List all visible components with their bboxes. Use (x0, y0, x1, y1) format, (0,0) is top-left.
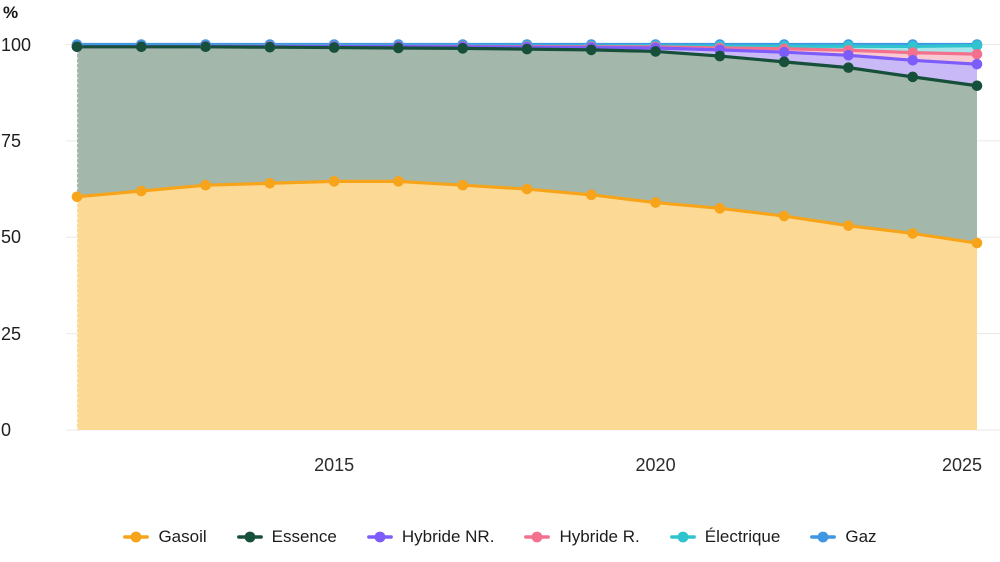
data-point-dot-Gasoil-2017[interactable] (457, 179, 469, 191)
data-point-dot-Électrique-2025[interactable] (971, 40, 983, 51)
data-point-dot-Hybride R.-2024[interactable] (907, 47, 919, 58)
data-point-dot-Gasoil-2013[interactable] (200, 179, 211, 191)
data-point-dot-Essence-2016[interactable] (393, 42, 404, 54)
data-point-dot-Essence-2018[interactable] (521, 43, 533, 55)
data-point-dot-Gasoil-2023[interactable] (843, 220, 854, 231)
legend-marker-icon (810, 531, 837, 543)
data-point-dot-Hybride NR.-2025[interactable] (971, 58, 983, 70)
legend-item-label: Hybride R. (559, 527, 640, 546)
y-tick-label-100: 100 (1, 34, 32, 55)
data-point-dot-Gasoil-2025[interactable] (971, 237, 983, 249)
data-point-dot-Essence-2017[interactable] (457, 43, 469, 54)
x-tick-label-2015: 2015 (314, 455, 355, 475)
legend-item-Électrique[interactable]: Électrique (669, 527, 781, 547)
data-point-dot-Hybride R.-2025[interactable] (971, 48, 983, 60)
data-point-dot-Gasoil-2011[interactable] (71, 191, 83, 203)
data-point-dot-Gasoil-2014[interactable] (264, 177, 276, 189)
legend-marker-icon (669, 531, 696, 543)
y-tick-label-25: 25 (1, 323, 22, 344)
x-tick-label-2025: 2025 (941, 455, 983, 475)
x-tick-label-2020: 2020 (635, 455, 676, 475)
data-point-dot-Essence-2012[interactable] (135, 41, 147, 53)
y-tick-label-50: 50 (1, 227, 22, 248)
data-point-dot-Gasoil-2022[interactable] (778, 210, 790, 222)
legend-item-Essence[interactable]: Essence (236, 527, 337, 547)
data-point-dot-Gasoil-2024[interactable] (907, 228, 919, 239)
data-point-dot-Hybride NR.-2022[interactable] (778, 46, 790, 58)
data-point-dot-Essence-2021[interactable] (714, 50, 726, 62)
series-area-Essence (77, 46, 977, 244)
y-axis-unit-label: % (3, 3, 19, 22)
legend-item-Hybride NR.[interactable]: Hybride NR. (366, 527, 495, 547)
data-point-dot-Hybride NR.-2024[interactable] (907, 55, 919, 66)
series-area-Gasoil (77, 181, 977, 430)
data-point-dot-Essence-2025[interactable] (971, 80, 983, 92)
y-tick-label-75: 75 (1, 130, 22, 151)
data-point-dot-Gasoil-2012[interactable] (135, 185, 147, 197)
data-point-dot-Gasoil-2019[interactable] (585, 189, 597, 201)
legend-item-label: Gasoil (158, 527, 207, 546)
legend-marker-icon (366, 531, 393, 543)
data-point-dot-Gasoil-2016[interactable] (393, 176, 404, 187)
legend-item-Gaz[interactable]: Gaz (810, 527, 877, 547)
data-point-dot-Gasoil-2021[interactable] (714, 203, 726, 214)
data-point-dot-Gasoil-2018[interactable] (521, 183, 533, 195)
legend-marker-icon (524, 531, 551, 543)
data-point-dot-Essence-2022[interactable] (778, 56, 790, 68)
series-area-Hybride NR. (77, 46, 977, 86)
data-point-dot-Essence-2013[interactable] (200, 41, 211, 53)
data-point-dot-Essence-2014[interactable] (264, 41, 276, 53)
data-point-dot-Essence-2023[interactable] (843, 62, 854, 73)
legend-item-label: Gaz (845, 527, 877, 546)
data-point-dot-Gasoil-2015[interactable] (328, 176, 340, 187)
y-tick-label-0: 0 (1, 420, 12, 440)
data-point-dot-Essence-2011[interactable] (71, 41, 83, 53)
data-point-dot-Essence-2015[interactable] (328, 42, 340, 53)
data-point-dot-Essence-2024[interactable] (907, 71, 919, 83)
legend: Gasoil Essence Hybride NR. Hybride R. Électr… (0, 521, 1000, 553)
legend-item-label: Hybride NR. (401, 527, 495, 546)
legend-item-label: Essence (271, 527, 337, 546)
data-point-dot-Hybride NR.-2023[interactable] (843, 49, 854, 61)
legend-item-Gasoil[interactable]: Gasoil (123, 527, 207, 547)
data-point-dot-Essence-2020[interactable] (650, 46, 661, 57)
legend-item-Hybride R.[interactable]: Hybride R. (524, 527, 640, 547)
legend-marker-icon (236, 531, 263, 543)
data-point-dot-Gasoil-2020[interactable] (650, 197, 661, 208)
legend-marker-icon (123, 531, 150, 543)
data-point-dot-Essence-2019[interactable] (585, 44, 597, 56)
legend-item-label: Électrique (704, 527, 781, 546)
